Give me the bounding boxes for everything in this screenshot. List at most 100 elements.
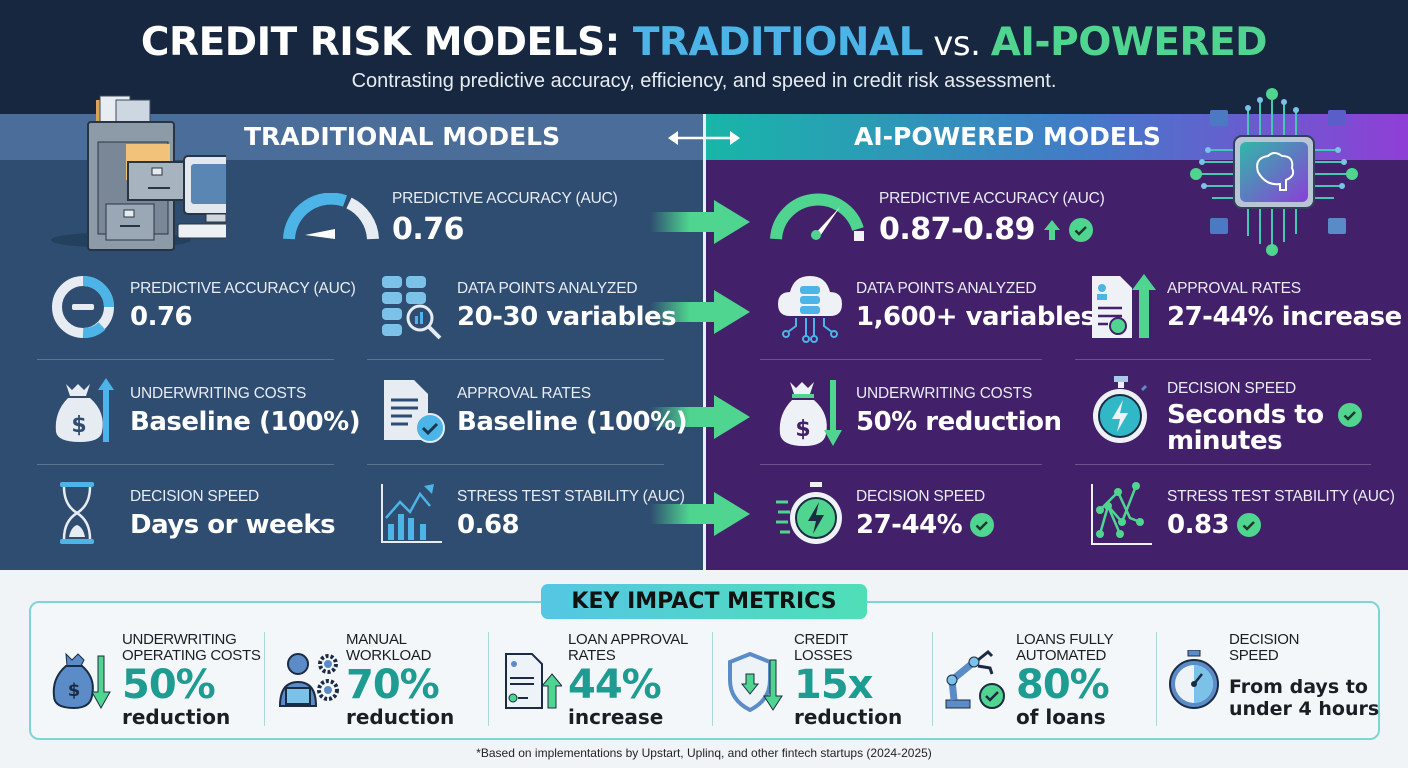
volatile-chart-icon	[381, 484, 442, 543]
metric-label: UNDERWRITING COSTS	[856, 385, 1033, 402]
cloud-database-icon	[778, 276, 842, 343]
metric-label: UNDERWRITING COSTS	[130, 385, 307, 402]
money-bag-down-icon: $	[52, 652, 111, 710]
row-divider	[1075, 464, 1371, 465]
metric-value: Baseline (100%)	[130, 407, 361, 437]
row-divider	[1075, 359, 1371, 360]
impact-sub: reduction	[122, 705, 231, 729]
header	[0, 0, 1408, 114]
page-subtitle: Contrasting predictive accuracy, efficie…	[351, 70, 1057, 92]
row-divider	[367, 359, 664, 360]
document-up-icon	[505, 653, 562, 709]
metric-value: 27-44%	[856, 510, 963, 540]
impact-label: LOANS FULLY	[1016, 631, 1114, 648]
metric-label: STRESS TEST STABILITY (AUC)	[1167, 488, 1395, 505]
metric-label: PREDICTIVE ACCURACY (AUC)	[392, 190, 618, 207]
filing-cabinet-computer-icon	[51, 95, 226, 251]
document-check-icon	[384, 380, 445, 443]
flow-arrow-icon	[650, 395, 750, 439]
ai-metric: DECISION SPEED 27-44%	[856, 488, 995, 540]
check-circle-icon	[1069, 217, 1093, 242]
traditional-metric: STRESS TEST STABILITY (AUC) 0.68	[457, 488, 685, 540]
metric-value: Days or weeks	[130, 510, 336, 540]
metric-label: DATA POINTS ANALYZED	[856, 280, 1037, 297]
ai-metric: UNDERWRITING COSTS 50% reduction	[856, 385, 1062, 437]
column-divider	[488, 632, 489, 726]
impact-value: 44%	[568, 662, 662, 708]
metric-value: 27-44% increase	[1167, 302, 1402, 332]
traditional-metric: DECISION SPEED Days or weeks	[130, 488, 336, 540]
fast-stopwatch-icon	[776, 482, 842, 544]
metric-value: Seconds to	[1167, 400, 1324, 430]
impact-sub: reduction	[346, 705, 455, 729]
impact-label: MANUAL	[346, 631, 407, 648]
check-circle-icon	[1237, 513, 1262, 537]
metric-label: DATA POINTS ANALYZED	[457, 280, 638, 297]
traditional-metric: DATA POINTS ANALYZED 20-30 variables	[457, 280, 677, 332]
flow-arrow-icon	[650, 290, 750, 334]
footnote: *Based on implementations by Upstart, Up…	[476, 746, 932, 760]
gauge-icon	[283, 193, 379, 240]
metric-value: 20-30 variables	[457, 302, 677, 332]
traditional-hero-metric: PREDICTIVE ACCURACY (AUC) 0.76	[392, 190, 618, 247]
ai-metric: DATA POINTS ANALYZED 1,600+ variables	[856, 280, 1096, 332]
ai-chip-brain-icon	[1190, 88, 1358, 256]
impact-item: LOAN APPROVAL RATES 44% increase	[568, 632, 688, 729]
money-bag-down-icon: $	[779, 380, 842, 446]
ai-metric: DECISION SPEED Seconds to minutes	[1167, 380, 1362, 454]
arrow-up-icon	[1044, 219, 1060, 240]
ai-metric: STRESS TEST STABILITY (AUC) 0.83	[1167, 488, 1395, 540]
traditional-metric: UNDERWRITING COSTS Baseline (100%)	[130, 385, 361, 437]
ai-band-title: AI-POWERED MODELS	[854, 122, 1161, 151]
hourglass-icon	[60, 482, 94, 544]
traditional-metric: PREDICTIVE ACCURACY (AUC) 0.76	[130, 280, 356, 332]
metric-value: 0.83	[1167, 510, 1230, 540]
double-arrow-icon	[668, 131, 740, 145]
impact-text: From days to	[1229, 676, 1368, 698]
impact-sub: increase	[568, 705, 664, 729]
flow-arrow-icon	[650, 492, 750, 536]
impact-metrics-box	[29, 601, 1380, 740]
impact-label: DECISION	[1229, 631, 1300, 648]
page-title: CREDIT RISK MODELS: TRADITIONAL vs. AI-P…	[0, 20, 1408, 65]
impact-text: under 4 hours	[1229, 698, 1380, 720]
title-prefix: CREDIT RISK MODELS:	[140, 20, 633, 65]
metric-value: Baseline (100%)	[457, 407, 688, 437]
impact-item: CREDIT LOSSES 15x reduction	[794, 632, 903, 729]
stopwatch-bolt-icon	[1093, 376, 1148, 443]
column-divider	[1156, 632, 1157, 726]
impact-sub: reduction	[794, 705, 903, 729]
title-ai: AI-POWERED	[990, 20, 1268, 65]
impact-sub: of loans	[1016, 705, 1106, 729]
impact-label: OPERATING COSTS	[122, 647, 261, 664]
impact-label: RATES	[568, 647, 616, 664]
impact-item: UNDERWRITING OPERATING COSTS 50% reduction	[122, 631, 261, 729]
impact-label: WORKLOAD	[346, 647, 432, 664]
column-divider	[264, 632, 265, 726]
title-traditional: TRADITIONAL	[632, 20, 924, 65]
shield-down-icon	[728, 652, 783, 712]
metric-label: PREDICTIVE ACCURACY (AUC)	[879, 190, 1105, 207]
network-chart-icon	[1091, 482, 1152, 545]
metric-label: DECISION SPEED	[856, 488, 985, 505]
check-circle-icon	[970, 513, 995, 537]
impact-label: UNDERWRITING	[122, 631, 237, 648]
worker-gears-icon	[278, 653, 339, 707]
panel-divider	[703, 114, 706, 570]
ai-metric: APPROVAL RATES 27-44% increase	[1167, 280, 1402, 332]
metric-label: APPROVAL RATES	[457, 385, 591, 402]
row-divider	[760, 359, 1042, 360]
money-bag-up-icon: $	[55, 378, 114, 442]
metric-label: PREDICTIVE ACCURACY (AUC)	[130, 280, 356, 297]
svg-text:$: $	[795, 417, 810, 442]
impact-label: SPEED	[1229, 647, 1279, 664]
metric-value: minutes	[1167, 426, 1283, 456]
row-divider	[37, 359, 334, 360]
metric-label: APPROVAL RATES	[1167, 280, 1301, 297]
robot-arm-icon	[945, 650, 1005, 709]
impact-value: 80%	[1016, 662, 1110, 708]
svg-text:$: $	[71, 413, 86, 438]
metric-value: 1,600+ variables	[856, 302, 1096, 332]
metric-value: 0.87-0.89	[879, 212, 1036, 247]
column-divider	[712, 632, 713, 726]
